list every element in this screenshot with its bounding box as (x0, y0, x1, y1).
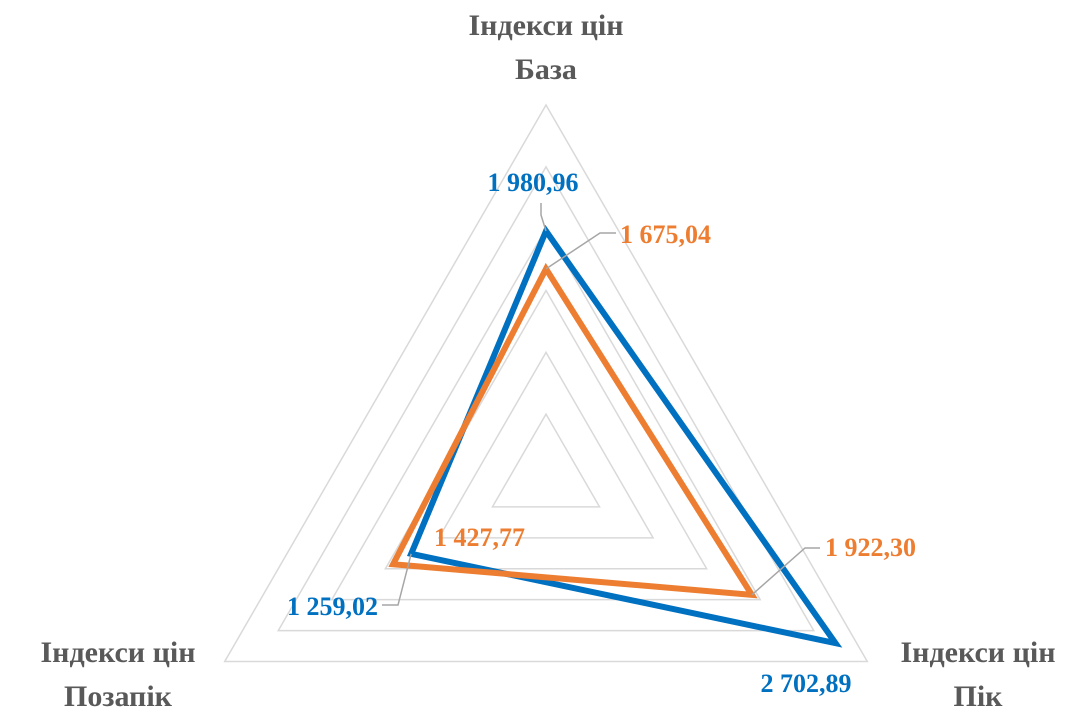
category-line: Позапік (64, 680, 173, 712)
category-label: Індекси цін База (469, 9, 624, 86)
data-label: 1 675,04 (620, 220, 711, 249)
category-line: Індекси цін (41, 636, 196, 669)
category-label: Індекси цін Позапік (41, 636, 196, 712)
category-label: Індекси цін Пік (901, 636, 1056, 712)
grid-ring (276, 165, 816, 632)
series-line (388, 262, 758, 599)
data-label: 1 259,02 (287, 592, 378, 621)
grid-ring (437, 350, 655, 539)
category-line: Індекси цін (901, 636, 1056, 669)
leader-line (545, 232, 616, 270)
data-label: 1 922,30 (825, 533, 916, 562)
data-label: 2 702,89 (761, 669, 852, 698)
grid-ring (330, 227, 762, 601)
category-line: Індекси цін (469, 9, 624, 42)
data-label: 1 427,77 (434, 523, 525, 552)
leader-line (540, 203, 547, 232)
grid-ring (491, 412, 601, 508)
category-line: Пік (954, 680, 1004, 712)
leader-line (382, 553, 412, 606)
leader-line (751, 547, 820, 596)
series-line (406, 224, 843, 648)
data-label: 1 980,96 (488, 168, 579, 197)
grid-ring (223, 103, 869, 663)
category-line: База (515, 53, 577, 86)
